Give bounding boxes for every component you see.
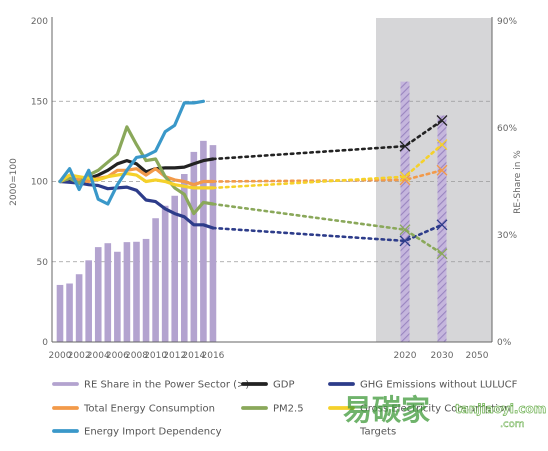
target-marker-ghg-emissions-without-lulucf-2030 — [436, 219, 448, 231]
series-line-energy-import-dependency — [58, 99, 205, 206]
re-share-target-bar-2020 — [400, 81, 410, 342]
x-tick-label: 2010 — [144, 351, 167, 361]
legend-label-gross-electricity-consumption: Gross Electricity Consumption — [360, 404, 510, 415]
y-right-tick-label: 60% — [497, 124, 517, 134]
y-left-axis-title: 2000=100 — [9, 158, 19, 206]
watermark-url-sub: .com — [500, 419, 525, 430]
re-share-bar-2000 — [56, 284, 64, 342]
re-share-target-bar-2030 — [437, 115, 447, 343]
target-marker-gdp-2020 — [399, 140, 411, 152]
x-tick-label: 2000 — [49, 351, 72, 361]
projection-line-ghg-emissions-without-lulucf — [211, 223, 444, 243]
re-share-bar-2009 — [142, 238, 150, 342]
x-tick-label: 2006 — [106, 351, 129, 361]
y-left-tick-label: 150 — [31, 97, 48, 107]
re-share-bar-2004 — [94, 247, 102, 342]
x-tick-label: 2016 — [202, 351, 225, 361]
y-right-tick-label: 0% — [497, 338, 512, 348]
re-share-bar-2011 — [161, 205, 169, 342]
re-share-bar-2003 — [85, 260, 92, 342]
target-marker-gdp-2030 — [436, 115, 448, 126]
targets-shaded-region — [376, 18, 492, 342]
re-share-bar-2012 — [171, 195, 179, 342]
re-share-bar-2013 — [180, 174, 188, 342]
legend-label-pm2-5: PM2.5 — [273, 404, 304, 415]
legend-label-total-energy-consumption: Total Energy Consumption — [83, 404, 215, 415]
projection-line-gdp — [211, 119, 444, 161]
x-tick-label: 2020 — [394, 351, 417, 361]
x-tick-label: 2008 — [125, 351, 148, 361]
target-marker-pm2-5-2030 — [436, 248, 448, 260]
x-tick-label: 2014 — [182, 351, 205, 361]
re-share-bar-2016 — [209, 145, 217, 342]
x-tick-label: 2002 — [68, 351, 91, 361]
projection-line-gross-electricity-consumption — [211, 143, 444, 190]
y-left-tick-label: 100 — [31, 178, 48, 188]
x-tick-label: 2050 — [466, 351, 489, 361]
re-share-bar-2008 — [133, 241, 140, 342]
y-right-tick-label: 90% — [497, 17, 517, 27]
x-tick-label: 2012 — [163, 351, 186, 361]
x-tick-label: 2004 — [87, 351, 110, 361]
y-right-tick-label: 30% — [497, 231, 517, 241]
re-share-bar-2001 — [66, 283, 73, 342]
legend-label-energy-import-dependency: Energy Import Dependency — [84, 427, 222, 438]
re-share-bar-2010 — [152, 218, 159, 342]
re-share-bar-2007 — [123, 242, 131, 342]
target-marker-ghg-emissions-without-lulucf-2020 — [399, 235, 411, 247]
re-share-bar-2006 — [114, 251, 121, 342]
legend-label-ghg-emissions-without-lulucf: GHG Emissions without LULUCF — [360, 380, 518, 391]
target-marker-pm2-5-2020 — [399, 224, 411, 236]
re-share-bar-2002 — [75, 274, 83, 342]
y-left-tick-label: 50 — [37, 258, 49, 268]
y-left-tick-label: 200 — [31, 17, 48, 27]
legend-label-re-share-in-the-power-sector: RE Share in the Power Sector (>) — [84, 380, 249, 391]
x-tick-label: 2030 — [431, 351, 454, 361]
watermark-logo-text: 易碳家 — [343, 393, 430, 427]
series-line-total-energy-consumption — [58, 167, 215, 187]
legend-label-gdp: GDP — [273, 380, 294, 391]
target-marker-gross-electricity-consumption-2030 — [436, 139, 448, 151]
re-share-bar-2005 — [104, 243, 112, 342]
series-line-ghg-emissions-without-lulucf — [58, 179, 215, 230]
re-share-bar-2014 — [190, 151, 198, 342]
target-marker-gross-electricity-consumption-2020 — [399, 171, 411, 183]
y-right-axis-title: RE-Share in % — [513, 150, 523, 214]
legend-label-targets: Targets — [359, 427, 396, 438]
target-marker-total-energy-consumption-2030 — [436, 164, 448, 176]
watermark-url-text: tanjiaoyi.com — [455, 402, 546, 416]
y-left-tick-label: 0 — [42, 338, 48, 348]
re-share-bar-2015 — [200, 140, 207, 342]
